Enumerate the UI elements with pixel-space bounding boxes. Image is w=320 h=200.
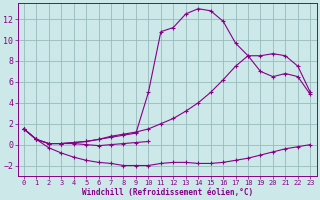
X-axis label: Windchill (Refroidissement éolien,°C): Windchill (Refroidissement éolien,°C) — [82, 188, 253, 197]
